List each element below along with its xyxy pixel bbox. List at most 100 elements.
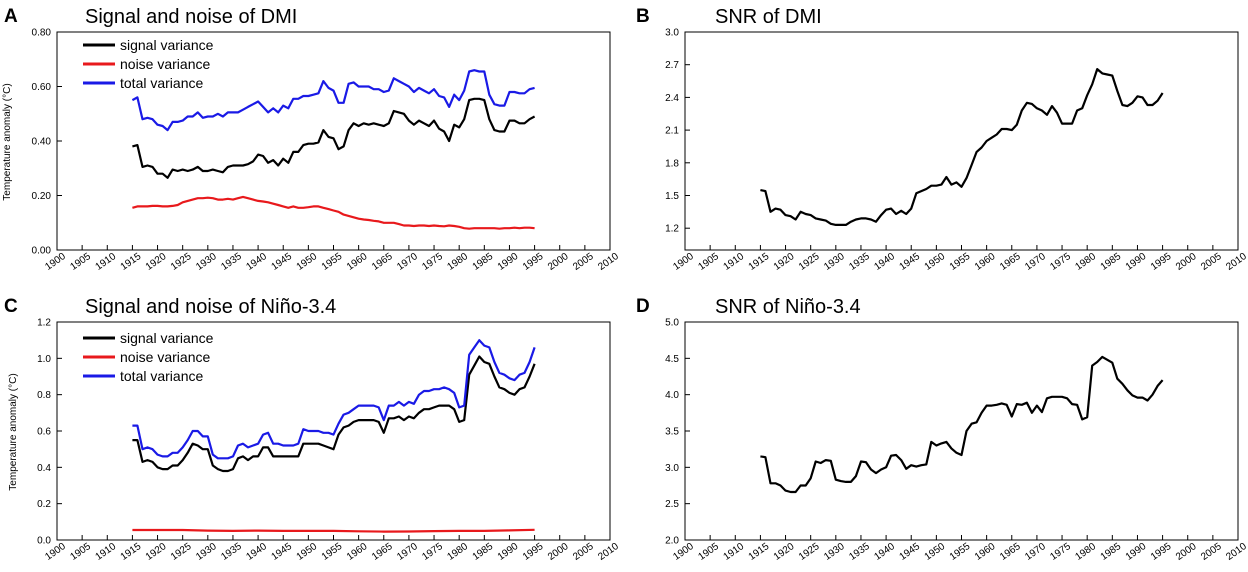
x-tick-label: 1965	[370, 251, 395, 273]
legend-label-signal-c: signal variance	[120, 330, 214, 346]
series-group-d	[760, 355, 1164, 494]
x-tick-label: 1945	[270, 251, 295, 273]
x-tick-label: 1935	[219, 541, 244, 563]
x-tick-label: 1970	[1023, 251, 1048, 273]
legend-c: signal variance noise variance total var…	[83, 330, 214, 384]
chart-title-d: SNR of Niño-3.4	[715, 296, 861, 318]
panel-label-c: C	[4, 296, 18, 317]
y-tick-label: 2.7	[665, 60, 679, 71]
x-tick-label: 2000	[1174, 251, 1199, 273]
x-tick-label: 1980	[445, 541, 470, 563]
x-tick-label: 1925	[797, 541, 822, 563]
x-tick-label: 1930	[822, 541, 847, 563]
series-line-total-variance-a	[131, 69, 535, 132]
x-tick-label: 1940	[872, 541, 897, 563]
x-tick-label: 1960	[973, 251, 998, 273]
x-tick-label: 1925	[169, 541, 194, 563]
panel-a: A Signal and noise of DMI Temperature an…	[2, 6, 621, 273]
x-tick-label: 2005	[571, 541, 596, 563]
x-tick-label: 1910	[94, 541, 119, 563]
x-tick-label: 2010	[1224, 251, 1248, 273]
series-line-total-variance-c	[132, 339, 536, 460]
y-tick-label: 1.5	[665, 191, 679, 202]
y-ticks-d: 2.0 2.5 3.0 3.5 4.0 4.5 5.0	[665, 318, 690, 547]
x-tick-label: 1980	[1073, 541, 1098, 563]
y-tick-label: 0.00	[32, 246, 52, 257]
x-tick-label: 1970	[395, 251, 420, 273]
x-ticks-c: 1900 1905 1910 1915 1920 1925 1930 1935 1940 1945…	[43, 535, 621, 563]
panel-label-a: A	[4, 6, 18, 27]
series-line-snr-b	[760, 67, 1164, 226]
y-tick-label: 1.8	[665, 158, 679, 169]
x-tick-label: 1960	[345, 541, 370, 563]
y-tick-label: 0.6	[37, 427, 51, 438]
x-tick-label: 1965	[370, 541, 395, 563]
x-tick-label: 2005	[1199, 251, 1224, 273]
plot-frame-d	[684, 321, 1239, 541]
x-tick-label: 1955	[948, 251, 973, 273]
x-tick-label: 1940	[244, 251, 269, 273]
x-tick-label: 1985	[1099, 251, 1124, 273]
x-tick-label: 1975	[1048, 251, 1073, 273]
x-tick-label: 1905	[696, 541, 721, 563]
legend-label-signal-a: signal variance	[120, 37, 214, 53]
chart-title-b: SNR of DMI	[715, 6, 822, 28]
panel-c: C Signal and noise of Niño-3.4 Temperatu…	[4, 296, 621, 563]
x-tick-label: 1975	[1048, 541, 1073, 563]
x-tick-label: 2000	[1174, 541, 1199, 563]
y-ticks-b: 1.2 1.5 1.8 2.1 2.4 2.7 3.0	[665, 28, 690, 235]
x-tick-label: 1940	[244, 541, 269, 563]
y-tick-label: 2.0	[665, 536, 679, 547]
series-group-c	[132, 339, 536, 533]
x-tick-label: 1995	[521, 541, 546, 563]
x-tick-label: 1930	[822, 251, 847, 273]
y-tick-label: 3.0	[665, 463, 679, 474]
x-tick-label: 1980	[445, 251, 470, 273]
x-tick-label: 1985	[1099, 541, 1124, 563]
panel-b: B SNR of DMI 1.21.51.82.12.42.73.0 1900 1…	[636, 6, 1248, 273]
x-tick-label: 1945	[898, 541, 923, 563]
chart-title-a: Signal and noise of DMI	[85, 6, 297, 28]
y-tick-label: 3.5	[665, 427, 679, 438]
x-tick-label: 1905	[68, 251, 93, 273]
x-tick-label: 1920	[144, 541, 169, 563]
y-tick-label: 1.2	[665, 224, 679, 235]
y-tick-label: 0.40	[32, 137, 52, 148]
x-tick-label: 1920	[772, 251, 797, 273]
series-line-noise-variance-a	[132, 195, 535, 230]
x-tick-label: 1930	[194, 251, 219, 273]
x-tick-label: 1915	[747, 251, 772, 273]
y-tick-label: 5.0	[665, 318, 679, 329]
y-tick-label: 0.0	[37, 536, 51, 547]
x-tick-label: 1945	[270, 541, 295, 563]
y-tick-label: 0.2	[37, 499, 51, 510]
x-tick-label: 1945	[898, 251, 923, 273]
x-tick-label: 2000	[546, 541, 571, 563]
series-line-signal-variance-a	[132, 97, 536, 179]
legend-label-total-a: total variance	[120, 75, 203, 91]
x-tick-label: 1900	[671, 251, 696, 273]
x-tick-label: 1965	[998, 251, 1023, 273]
x-tick-label: 2005	[571, 251, 596, 273]
y-axis-label-c: Temperature anomaly (°C)	[8, 373, 19, 490]
x-tick-label: 1955	[948, 541, 973, 563]
series-line-signal-variance-c	[132, 355, 536, 473]
y-tick-label: 2.4	[665, 93, 679, 104]
x-tick-label: 1935	[847, 541, 872, 563]
y-tick-label: 0.20	[32, 191, 52, 202]
x-tick-label: 1965	[998, 541, 1023, 563]
y-tick-label: 0.4	[37, 463, 51, 474]
y-tick-label: 4.0	[665, 390, 679, 401]
y-tick-label: 0.8	[37, 390, 51, 401]
legend-label-noise-c: noise variance	[120, 349, 210, 365]
x-tick-label: 1935	[847, 251, 872, 273]
x-tick-label: 1920	[144, 251, 169, 273]
x-tick-label: 1935	[219, 251, 244, 273]
x-tick-label: 1915	[119, 541, 144, 563]
x-tick-label: 1990	[1124, 251, 1149, 273]
x-tick-label: 1950	[295, 251, 320, 273]
panel-label-b: B	[636, 6, 650, 27]
plot-frame-b	[684, 31, 1239, 251]
x-tick-label: 1950	[923, 251, 948, 273]
x-tick-label: 1955	[320, 251, 345, 273]
